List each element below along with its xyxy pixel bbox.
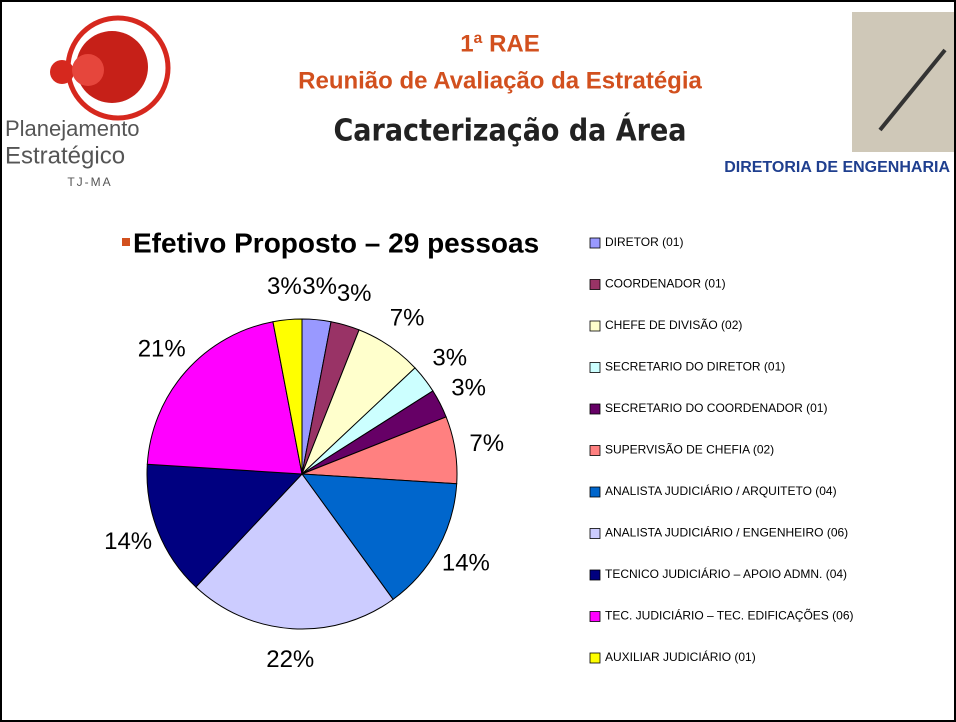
slide: Planejamento Estratégico TJ-MA 1ª RAE Re… bbox=[0, 0, 956, 722]
data-label: 3% bbox=[302, 273, 337, 300]
page: Planejamento Estratégico TJ-MA 1ª RAE Re… bbox=[0, 0, 956, 722]
legend-label: TECNICO JUDICIÁRIO – APOIO ADMN. (04) bbox=[605, 566, 847, 581]
data-label: 14% bbox=[442, 549, 490, 576]
legend-label: SUPERVISÃO DE CHEFIA (02) bbox=[605, 443, 774, 457]
legend-swatch bbox=[590, 446, 600, 456]
photo bbox=[852, 12, 954, 152]
legend-swatch bbox=[590, 653, 600, 663]
department: DIRETORIA DE ENGENHARIA bbox=[724, 159, 950, 176]
logo-text: TJ-MA bbox=[67, 175, 112, 189]
legend-label: AUXILIAR JUDICIÁRIO (01) bbox=[605, 649, 756, 664]
data-label: 7% bbox=[390, 305, 425, 332]
legend-swatch bbox=[590, 280, 600, 290]
legend-swatch bbox=[590, 238, 600, 248]
logo-text: Estratégico bbox=[5, 142, 125, 169]
legend-label: SECRETARIO DO COORDENADOR (01) bbox=[605, 401, 827, 415]
logo-text: Planejamento bbox=[5, 116, 140, 141]
legend-label: COORDENADOR (01) bbox=[605, 277, 726, 291]
data-label: 3% bbox=[267, 273, 302, 300]
legend-swatch bbox=[590, 321, 600, 331]
logo-dot bbox=[72, 54, 104, 86]
legend-label: ANALISTA JUDICIÁRIO / ENGENHEIRO (06) bbox=[605, 525, 848, 540]
legend-swatch bbox=[590, 487, 600, 497]
data-label: 3% bbox=[451, 374, 486, 401]
data-label: 7% bbox=[469, 430, 504, 457]
data-label: 3% bbox=[337, 280, 372, 307]
legend-swatch bbox=[590, 612, 600, 622]
legend-label: DIRETOR (01) bbox=[605, 235, 683, 249]
subtitle: Caracterização da Área bbox=[334, 113, 687, 149]
logo-dot bbox=[50, 60, 74, 84]
legend-swatch bbox=[590, 570, 600, 580]
data-label: 22% bbox=[266, 646, 314, 673]
legend-label: CHEFE DE DIVISÃO (02) bbox=[605, 318, 742, 332]
title: Reunião de Avaliação da Estratégia bbox=[298, 67, 702, 94]
chart-title: Efetivo Proposto – 29 pessoas bbox=[133, 227, 539, 258]
data-label: 21% bbox=[138, 336, 186, 363]
legend-swatch bbox=[590, 363, 600, 373]
title: 1ª RAE bbox=[460, 30, 540, 57]
legend-label: TEC. JUDICIÁRIO – TEC. EDIFICAÇÕES (06) bbox=[605, 608, 853, 623]
legend-label: ANALISTA JUDICIÁRIO / ARQUITETO (04) bbox=[605, 483, 837, 498]
bullet bbox=[122, 238, 130, 246]
legend-label: SECRETARIO DO DIRETOR (01) bbox=[605, 360, 785, 374]
legend-swatch bbox=[590, 529, 600, 539]
data-label: 3% bbox=[432, 345, 467, 372]
data-label: 14% bbox=[104, 528, 152, 555]
legend-swatch bbox=[590, 404, 600, 414]
